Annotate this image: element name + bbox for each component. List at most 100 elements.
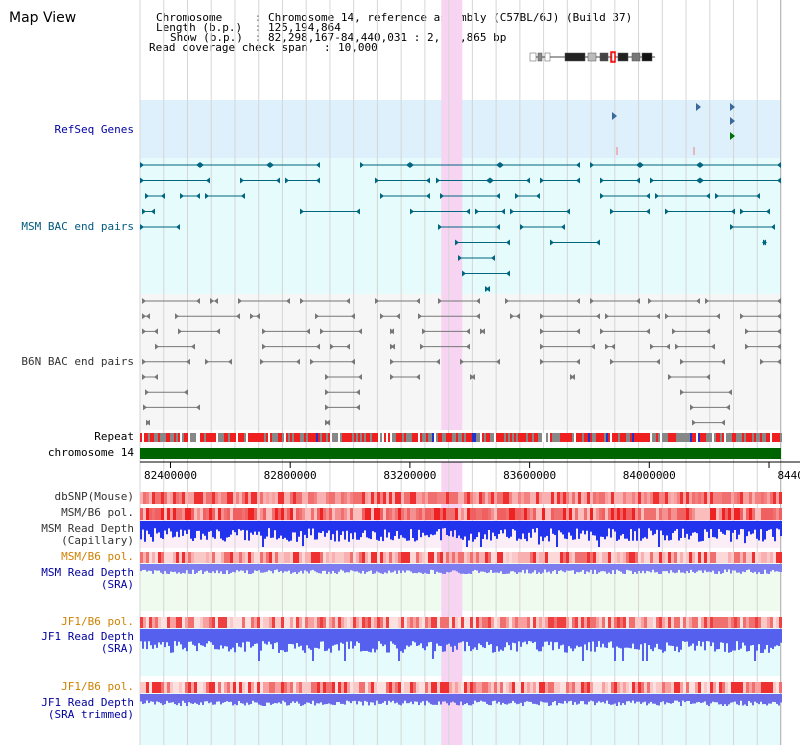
msm-capillary-depth-bar bbox=[276, 521, 278, 540]
msm-sra-depth-bar bbox=[460, 564, 462, 574]
jf1-trimmed-depth-bar bbox=[464, 694, 466, 705]
msm-capillary-depth-bar bbox=[436, 521, 438, 532]
jf1-sra-depth-bar bbox=[518, 629, 520, 642]
msm-b6-polymorphism bbox=[272, 508, 275, 520]
jf1-b6-polymorphism-trimmed bbox=[536, 682, 539, 693]
jf1-b6-polymorphism-trimmed bbox=[608, 682, 611, 693]
jf1-b6-polymorphism bbox=[278, 617, 281, 628]
jf1-trimmed-depth-bar bbox=[778, 694, 780, 706]
jf1-trimmed-depth-bar bbox=[774, 694, 776, 703]
dbsnp-density bbox=[725, 492, 728, 504]
msm-bac-track-label[interactable]: MSM BAC end pairs bbox=[21, 220, 134, 233]
jf1-sra-depth-bar bbox=[406, 629, 408, 646]
msm-depth-capillary-label[interactable]: MSM Read Depth bbox=[41, 522, 134, 535]
dbsnp-density bbox=[557, 492, 560, 504]
msm-capillary-depth-bar bbox=[548, 521, 550, 542]
jf1-trimmed-depth-bar bbox=[342, 694, 344, 704]
msm-b6-polymorphism bbox=[770, 508, 773, 520]
msm-b6-polymorphism bbox=[275, 508, 278, 520]
msm-sra-depth-bar bbox=[328, 564, 330, 572]
msm-b6-polymorphism bbox=[308, 508, 311, 520]
jf1-trimmed-depth-bar bbox=[432, 694, 434, 705]
jf1-depth-sra-label[interactable]: JF1 Read Depth bbox=[41, 630, 134, 643]
msm-capillary-depth-bar bbox=[362, 521, 364, 533]
jf1-sra-depth-bar bbox=[696, 629, 698, 646]
b6n-bac-end-pair-end bbox=[777, 298, 781, 304]
jf1-b6-polymorphism bbox=[608, 617, 611, 628]
dbsnp-density bbox=[368, 492, 371, 504]
msm-b6-polymorphism bbox=[209, 508, 212, 520]
jf1-sra-depth-bar bbox=[742, 629, 744, 643]
msm-sra-depth-bar bbox=[172, 564, 174, 573]
msm-b6-polymorphism-sra bbox=[314, 552, 317, 563]
jf1-b6-pol-trimmed-label[interactable]: JF1/B6 pol. bbox=[61, 680, 134, 693]
msm-sra-depth-bar bbox=[610, 564, 612, 574]
msm-depth-sra-label[interactable]: MSM Read Depth bbox=[41, 566, 134, 579]
jf1-trimmed-depth-bar bbox=[674, 694, 676, 701]
jf1-depth-trimmed-label[interactable]: JF1 Read Depth bbox=[41, 696, 134, 709]
jf1-sra-depth-bar bbox=[234, 629, 236, 653]
jf1-trimmed-depth-bar bbox=[636, 694, 638, 702]
b6n-bac-track-label[interactable]: B6N BAC end pairs bbox=[21, 355, 134, 368]
jf1-trimmed-depth-bar bbox=[696, 694, 698, 703]
jf1-sra-depth-bar bbox=[452, 629, 454, 652]
msm-b6-pol-track-label[interactable]: MSM/B6 pol. bbox=[61, 506, 134, 519]
msm-capillary-depth-bar bbox=[468, 521, 470, 541]
dbsnp-track-label[interactable]: dbSNP(Mouse) bbox=[54, 490, 134, 503]
dbsnp-density bbox=[263, 492, 266, 504]
jf1-b6-polymorphism bbox=[326, 617, 329, 628]
msm-b6-polymorphism bbox=[479, 508, 482, 520]
repeat-segment bbox=[496, 433, 498, 442]
jf1-b6-polymorphism bbox=[287, 617, 290, 628]
jf1-b6-polymorphism bbox=[731, 617, 734, 628]
jf1-b6-polymorphism bbox=[494, 617, 497, 628]
jf1-sra-depth-bar bbox=[584, 629, 586, 645]
repeat-segment bbox=[192, 433, 194, 442]
repeat-segment bbox=[268, 433, 270, 442]
jf1-sra-depth-bar bbox=[490, 629, 492, 645]
msm-sra-depth-bar bbox=[704, 564, 706, 571]
repeat-track-label[interactable]: Repeat bbox=[94, 430, 134, 443]
jf1-trimmed-depth-bar bbox=[234, 694, 236, 705]
jf1-b6-polymorphism-trimmed bbox=[266, 682, 269, 693]
jf1-trimmed-depth-bar bbox=[298, 694, 300, 704]
msm-b6-polymorphism-sra bbox=[563, 552, 566, 563]
refseq-track-label[interactable]: RefSeq Genes bbox=[54, 123, 134, 136]
repeat-segment bbox=[642, 433, 644, 442]
msm-bac-end-pair-end bbox=[500, 162, 504, 168]
jf1-b6-polymorphism-trimmed bbox=[233, 682, 236, 693]
msm-sra-depth-bar bbox=[482, 564, 484, 572]
msm-bac-end-pair-end bbox=[436, 177, 440, 184]
jf1-trimmed-depth-bar bbox=[594, 694, 596, 706]
dbsnp-density bbox=[209, 492, 212, 504]
jf1-b6-polymorphism-trimmed bbox=[272, 682, 275, 693]
jf1-b6-polymorphism bbox=[452, 617, 455, 628]
msm-b6-pol-sra-label[interactable]: MSM/B6 pol. bbox=[61, 550, 134, 563]
jf1-b6-pol-label[interactable]: JF1/B6 pol. bbox=[61, 615, 134, 628]
msm-sra-depth-bar bbox=[430, 564, 432, 570]
msm-b6-polymorphism-sra bbox=[746, 552, 749, 563]
jf1-b6-polymorphism bbox=[758, 617, 761, 628]
jf1-trimmed-depth-bar bbox=[552, 694, 554, 703]
msm-capillary-depth-bar bbox=[666, 521, 668, 536]
msm-b6-polymorphism bbox=[455, 508, 458, 520]
jf1-b6-polymorphism-trimmed bbox=[257, 682, 260, 693]
msm-b6-polymorphism bbox=[317, 508, 320, 520]
msm-sra-depth-bar bbox=[780, 564, 782, 573]
dbsnp-density bbox=[458, 492, 461, 504]
repeat-segment bbox=[164, 433, 166, 442]
msm-b6-polymorphism bbox=[779, 508, 782, 520]
jf1-sra-depth-bar bbox=[174, 629, 176, 642]
jf1-trimmed-depth-bar bbox=[576, 694, 578, 705]
jf1-sra-depth-bar bbox=[624, 629, 626, 648]
repeat-segment bbox=[668, 433, 670, 442]
msm-b6-polymorphism-sra bbox=[206, 552, 209, 563]
jf1-sra-depth-bar bbox=[514, 629, 516, 644]
chromosome-track-label[interactable]: chromosome 14 bbox=[47, 446, 134, 459]
msm-capillary-depth-bar bbox=[180, 521, 182, 530]
chromosome-ideogram[interactable] bbox=[529, 51, 655, 63]
jf1-trimmed-depth-bar bbox=[462, 694, 464, 706]
repeat-segment bbox=[276, 433, 278, 442]
jf1-sra-depth-bar bbox=[480, 629, 482, 646]
